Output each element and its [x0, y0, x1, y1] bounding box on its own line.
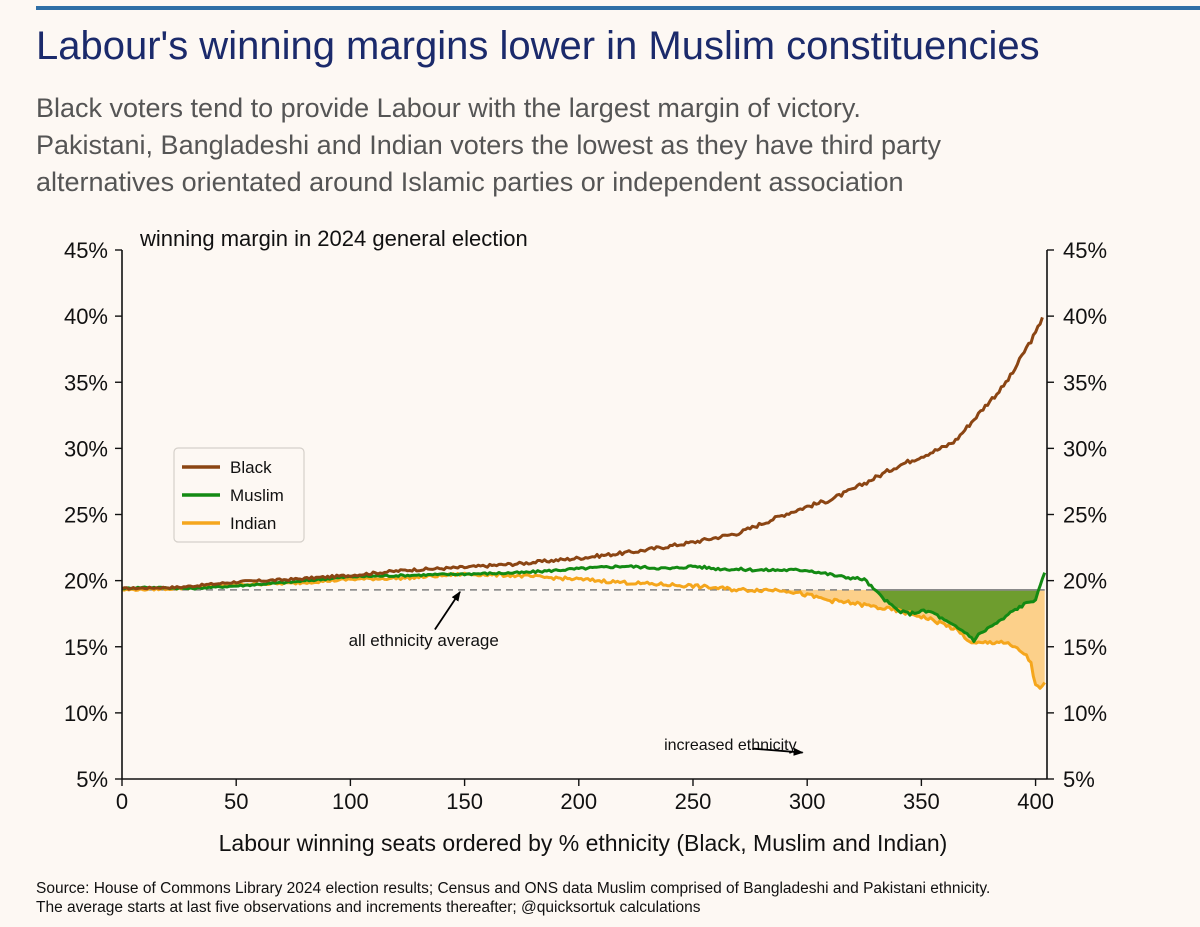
legend-label: Black	[230, 458, 272, 477]
x-tick-label: 300	[789, 789, 826, 814]
legend-label: Indian	[230, 514, 276, 533]
y-tick-label-right: 30%	[1063, 436, 1107, 461]
y-tick-label-left: 15%	[64, 635, 108, 660]
x-tick-label: 350	[903, 789, 940, 814]
x-axis-label: Labour winning seats ordered by % ethnic…	[219, 830, 948, 856]
y-tick-label-right: 45%	[1063, 238, 1107, 263]
y-tick-label-right: 25%	[1063, 503, 1107, 528]
y-tick-label-right: 40%	[1063, 304, 1107, 329]
y-tick-label-left: 45%	[64, 238, 108, 263]
legend: Black Muslim Indian	[173, 447, 305, 543]
y-tick-label-right: 20%	[1063, 569, 1107, 594]
y-tick-label-right: 10%	[1063, 701, 1107, 726]
source-note: Source: House of Commons Library 2024 el…	[36, 879, 990, 917]
x-tick-label: 100	[332, 789, 369, 814]
annotation-label: all ethnicity average	[349, 631, 499, 650]
source-line: The average starts at last five observat…	[36, 899, 701, 916]
legend-box	[173, 447, 305, 543]
x-tick-label: 400	[1017, 789, 1054, 814]
subtitle-line: alternatives orientated around Islamic p…	[36, 167, 904, 197]
x-tick-label: 50	[224, 789, 248, 814]
y-tick-label-left: 40%	[64, 304, 108, 329]
top-accent-bar	[36, 6, 1200, 10]
series-line-muslim	[121, 564, 1047, 643]
annotation-arrow	[752, 747, 804, 756]
y-tick-label-right: 15%	[1063, 635, 1107, 660]
y-tick-label-right: 35%	[1063, 370, 1107, 395]
y-tick-label-right: 5%	[1063, 767, 1095, 792]
x-tick-label: 200	[560, 789, 597, 814]
subtitle-line: Pakistani, Bangladeshi and Indian voters…	[36, 130, 942, 160]
annotation-arrow	[434, 591, 461, 631]
source-line: Source: House of Commons Library 2024 el…	[36, 880, 991, 897]
series-line-black	[121, 316, 1044, 591]
x-tick-label: 0	[116, 789, 128, 814]
y-tick-label-left: 10%	[64, 701, 108, 726]
y-tick-label-left: 30%	[64, 436, 108, 461]
y-tick-label-left: 5%	[76, 767, 108, 792]
x-tick-label: 250	[675, 789, 712, 814]
subtitle-line: Black voters tend to provide Labour with…	[36, 93, 861, 123]
y-tick-label-left: 35%	[64, 370, 108, 395]
y-tick-label-left: 25%	[64, 503, 108, 528]
subtitle: Black voters tend to provide Labour with…	[36, 90, 1186, 201]
chart-title: winning margin in 2024 general election	[139, 226, 528, 251]
muslim-gap-fill	[864, 589, 1045, 642]
page-title: Labour's winning margins lower in Muslim…	[36, 24, 1040, 68]
y-tick-label-left: 20%	[64, 569, 108, 594]
x-tick-label: 150	[446, 789, 483, 814]
legend-label: Muslim	[230, 486, 284, 505]
